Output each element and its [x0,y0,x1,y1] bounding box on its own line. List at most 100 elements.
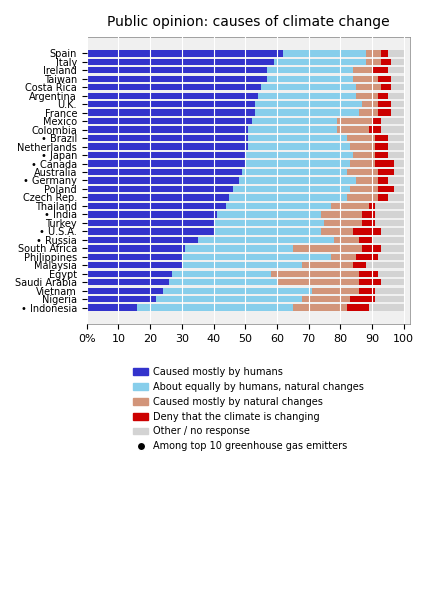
Bar [360,271,378,277]
Bar [388,67,404,74]
Bar [353,262,366,268]
Bar [337,126,369,133]
Bar [87,84,261,90]
Bar [302,296,350,302]
Bar [255,101,363,107]
Bar [87,110,255,116]
Bar [353,75,378,82]
Title: Public opinion: causes of climate change: Public opinion: causes of climate change [107,15,390,29]
Bar [360,288,375,294]
Bar [375,288,404,294]
Bar [375,143,388,150]
Bar [214,220,324,226]
Bar [242,169,347,175]
Bar [245,152,353,158]
Bar [369,304,404,311]
Bar [324,220,363,226]
Bar [347,194,378,201]
Bar [163,288,312,294]
Bar [391,110,404,116]
Bar [347,304,369,311]
Bar [378,194,388,201]
Bar [360,279,381,285]
Bar [388,177,404,184]
Bar [137,304,293,311]
Bar [381,228,404,235]
Bar [248,126,337,133]
Bar [87,253,182,260]
Bar [87,271,172,277]
Bar [182,262,302,268]
Bar [381,245,404,252]
Bar [372,118,381,125]
Bar [87,211,217,217]
Bar [267,67,353,74]
Bar [353,152,375,158]
Bar [87,75,267,82]
Bar [87,101,255,107]
Bar [331,253,356,260]
Bar [381,50,388,56]
Bar [394,169,404,175]
Bar [388,152,404,158]
Bar [378,169,394,175]
Bar [182,253,331,260]
Bar [363,211,375,217]
Bar [334,237,360,243]
Bar [87,279,169,285]
Bar [375,296,404,302]
Bar [87,135,248,141]
Bar [217,211,321,217]
Bar [312,288,360,294]
Bar [185,245,293,252]
Bar [87,288,163,294]
Bar [381,59,391,65]
Bar [375,161,394,167]
Bar [347,135,375,141]
Bar [87,220,214,226]
Legend: Caused mostly by humans, About equally by humans, natural changes, Caused mostly: Caused mostly by humans, About equally b… [129,363,367,455]
Bar [239,177,356,184]
Bar [293,245,363,252]
Bar [258,92,356,99]
Bar [87,228,214,235]
Bar [369,202,375,209]
Bar [261,84,356,90]
Bar [378,75,391,82]
Bar [360,237,372,243]
Bar [350,161,375,167]
Bar [87,118,251,125]
Bar [245,161,350,167]
Bar [366,59,381,65]
Bar [277,279,360,285]
Bar [321,228,353,235]
Bar [388,92,404,99]
Bar [321,211,363,217]
Bar [347,169,378,175]
Bar [381,126,404,133]
Bar [381,279,404,285]
Bar [378,92,388,99]
Bar [87,237,198,243]
Bar [271,271,360,277]
Bar [363,220,375,226]
Bar [255,110,360,116]
Bar [388,143,404,150]
Bar [248,135,347,141]
Bar [381,118,404,125]
Bar [214,228,321,235]
Bar [369,126,381,133]
Bar [87,186,233,192]
Bar [356,253,378,260]
Bar [360,110,378,116]
Bar [366,262,404,268]
Bar [353,67,372,74]
Bar [337,118,372,125]
Bar [169,279,277,285]
Bar [157,296,302,302]
Bar [274,59,366,65]
Bar [251,118,337,125]
Bar [87,194,230,201]
Bar [356,84,381,90]
Bar [87,143,248,150]
